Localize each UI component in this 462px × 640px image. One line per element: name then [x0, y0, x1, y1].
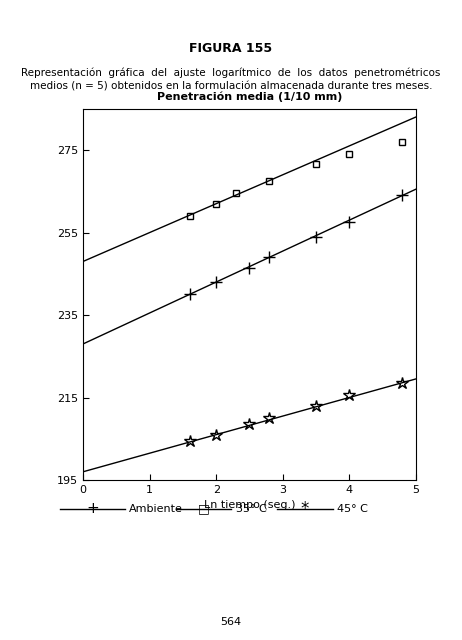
Text: Representación  gráfica  del  ajuste  logarítmico  de  los  datos  penetrométric: Representación gráfica del ajuste logarí… [21, 67, 441, 77]
Text: 564: 564 [220, 617, 242, 627]
Text: 45° C: 45° C [337, 504, 368, 514]
Text: 35° C: 35° C [236, 504, 267, 514]
Text: *: * [301, 500, 309, 518]
Text: medios (n = 5) obtenidos en la formulación almacenada durante tres meses.: medios (n = 5) obtenidos en la formulaci… [30, 81, 432, 92]
Text: FIGURA 155: FIGURA 155 [189, 42, 273, 54]
X-axis label: Ln tiempo (seg.): Ln tiempo (seg.) [204, 500, 295, 511]
Text: +: + [86, 501, 99, 516]
Title: Penetración media (1/10 mm): Penetración media (1/10 mm) [157, 92, 342, 102]
Text: □: □ [197, 502, 209, 515]
Text: Ambiente: Ambiente [129, 504, 183, 514]
